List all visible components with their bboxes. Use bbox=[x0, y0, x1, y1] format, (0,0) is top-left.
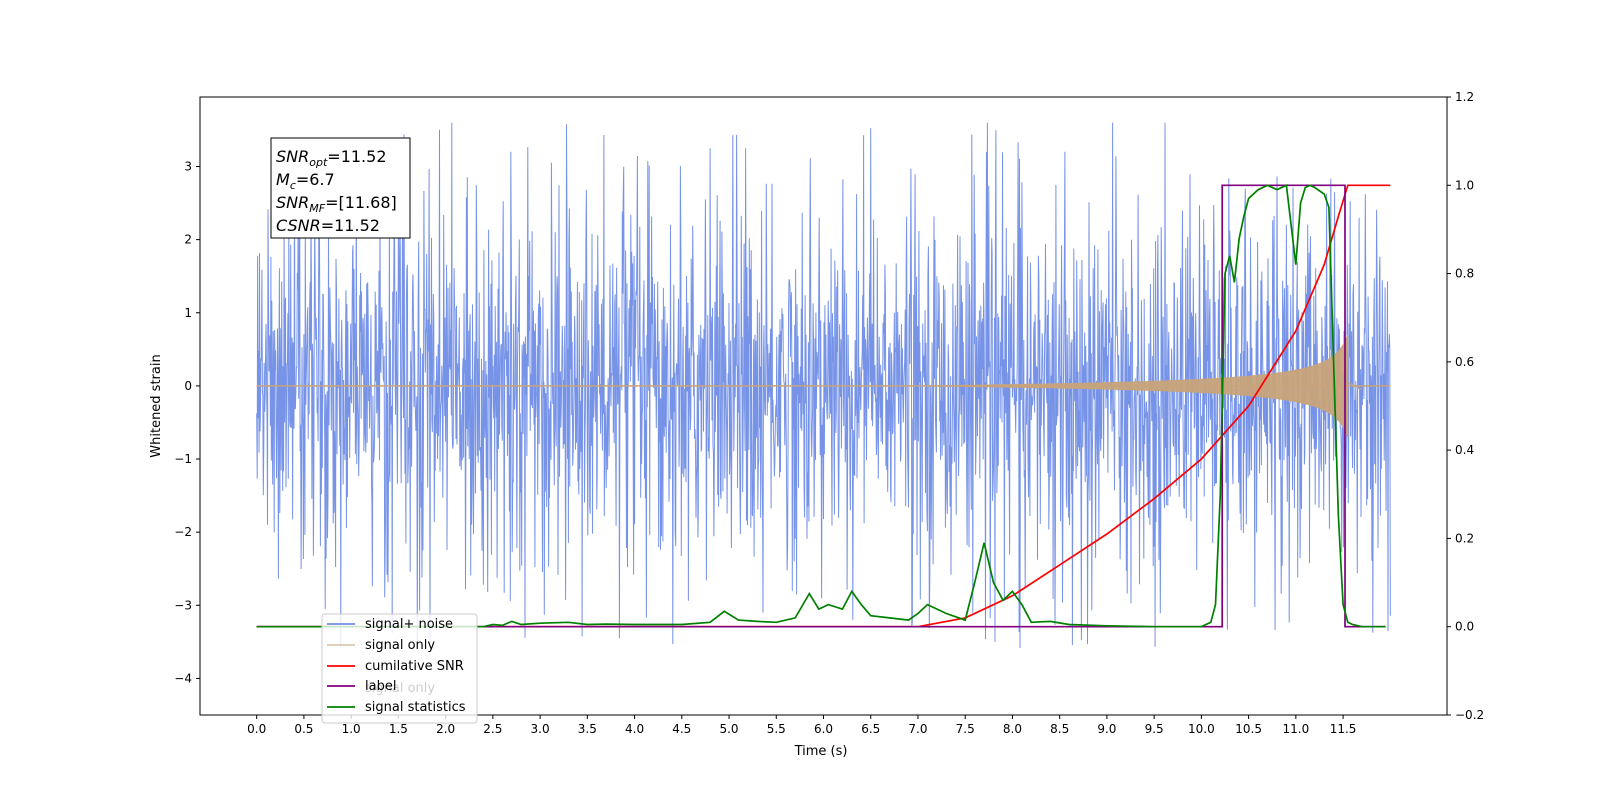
x-tick-label: 5.5 bbox=[767, 722, 786, 736]
x-tick-label: 6.0 bbox=[814, 722, 833, 736]
annotation-csnr: CSNR=11.52 bbox=[276, 216, 380, 235]
x-tick-label: 3.0 bbox=[531, 722, 550, 736]
x-tick-label: 7.0 bbox=[908, 722, 927, 736]
legend-hidden-entry: signal only bbox=[365, 681, 435, 696]
y-left-tick-label: 2 bbox=[184, 233, 192, 247]
legend-frame bbox=[321, 613, 478, 724]
y-left-tick-label: −2 bbox=[174, 525, 192, 539]
metrics-annotation-box: SNRopt=11.52 Mc=6.7 SNRMF=[11.68] CSNR=1… bbox=[270, 137, 411, 239]
y-right-tick-label: 0.4 bbox=[1455, 443, 1474, 457]
x-tick-label: 10.5 bbox=[1235, 722, 1262, 736]
y-left-tick-label: 0 bbox=[184, 379, 192, 393]
y-right-tick-label: 0.2 bbox=[1455, 531, 1474, 545]
annotation-frame bbox=[270, 137, 411, 239]
cumilative-snr-line bbox=[256, 184, 1391, 628]
signal-noise-trace bbox=[256, 122, 1391, 649]
x-tick-label: 7.5 bbox=[956, 722, 975, 736]
signal-statistics-line bbox=[256, 184, 1386, 628]
x-tick-label: 1.5 bbox=[389, 722, 408, 736]
x-tick-label: 4.5 bbox=[672, 722, 691, 736]
y-axis-left: −4 −3 −2 −1 0 1 2 3 bbox=[174, 159, 200, 685]
y-axis-right: −0.2 0.0 0.2 0.4 0.6 0.8 1.0 1.2 bbox=[1447, 90, 1484, 722]
y-right-tick-label: −0.2 bbox=[1455, 708, 1484, 722]
y-right-tick-label: 0.0 bbox=[1455, 620, 1474, 634]
right-axis-series bbox=[256, 184, 1391, 628]
y-left-tick-label: −4 bbox=[174, 671, 192, 685]
annotation-snr-mf: SNRMF=[11.68] bbox=[276, 193, 397, 215]
x-tick-label: 10.0 bbox=[1188, 722, 1215, 736]
series-signal-noise bbox=[256, 122, 1391, 649]
x-tick-label: 11.5 bbox=[1330, 722, 1357, 736]
x-tick-label: 0.5 bbox=[294, 722, 313, 736]
y-left-tick-label: 1 bbox=[184, 306, 192, 320]
legend-label: label bbox=[365, 679, 396, 694]
x-tick-label: 9.5 bbox=[1145, 722, 1164, 736]
y-left-tick-label: 3 bbox=[184, 159, 192, 173]
signal-only-chirp bbox=[918, 334, 1349, 438]
x-tick-label: 2.0 bbox=[436, 722, 455, 736]
annotation-mc: Mc=6.7 bbox=[276, 170, 335, 192]
label-line bbox=[256, 184, 1386, 628]
x-axis-title: Time (s) bbox=[794, 744, 848, 759]
legend-label: signal only bbox=[365, 638, 435, 653]
x-tick-label: 4.0 bbox=[625, 722, 644, 736]
x-tick-label: 0.0 bbox=[247, 722, 266, 736]
y-right-tick-label: 1.0 bbox=[1455, 178, 1474, 192]
legend: signal only signal+ noise signal only cumi… bbox=[321, 613, 478, 724]
y-right-tick-label: 0.6 bbox=[1455, 355, 1474, 369]
legend-label: signal statistics bbox=[365, 700, 466, 715]
legend-entries: signal+ noise signal only cumilative SNR la… bbox=[327, 617, 466, 715]
x-tick-label: 3.5 bbox=[578, 722, 597, 736]
series-signal-only bbox=[256, 334, 1391, 438]
annotation-snr-opt: SNRopt=11.52 bbox=[276, 147, 387, 169]
x-tick-label: 8.0 bbox=[1003, 722, 1022, 736]
y-right-tick-label: 0.8 bbox=[1455, 267, 1474, 281]
y-right-tick-label: 1.2 bbox=[1455, 90, 1474, 104]
x-tick-label: 1.0 bbox=[342, 722, 361, 736]
x-tick-label: 8.5 bbox=[1050, 722, 1069, 736]
signal-only-ringdown bbox=[1347, 381, 1363, 390]
x-tick-label: 5.0 bbox=[719, 722, 738, 736]
y-left-tick-label: −1 bbox=[174, 452, 192, 466]
y-axis-title: Whitened strain bbox=[149, 354, 164, 457]
y-left-tick-label: −3 bbox=[174, 598, 192, 612]
legend-label: signal+ noise bbox=[365, 617, 453, 632]
x-axis: 0.0 0.5 1.0 1.5 2.0 2.5 3.0 3.5 4.0 4.5 5.0 5.5 6.0 6… bbox=[247, 715, 1356, 736]
legend-label: cumilative SNR bbox=[365, 659, 464, 674]
x-tick-label: 2.5 bbox=[483, 722, 502, 736]
x-tick-label: 6.5 bbox=[861, 722, 880, 736]
x-tick-label: 9.0 bbox=[1097, 722, 1116, 736]
x-tick-label: 11.0 bbox=[1282, 722, 1309, 736]
